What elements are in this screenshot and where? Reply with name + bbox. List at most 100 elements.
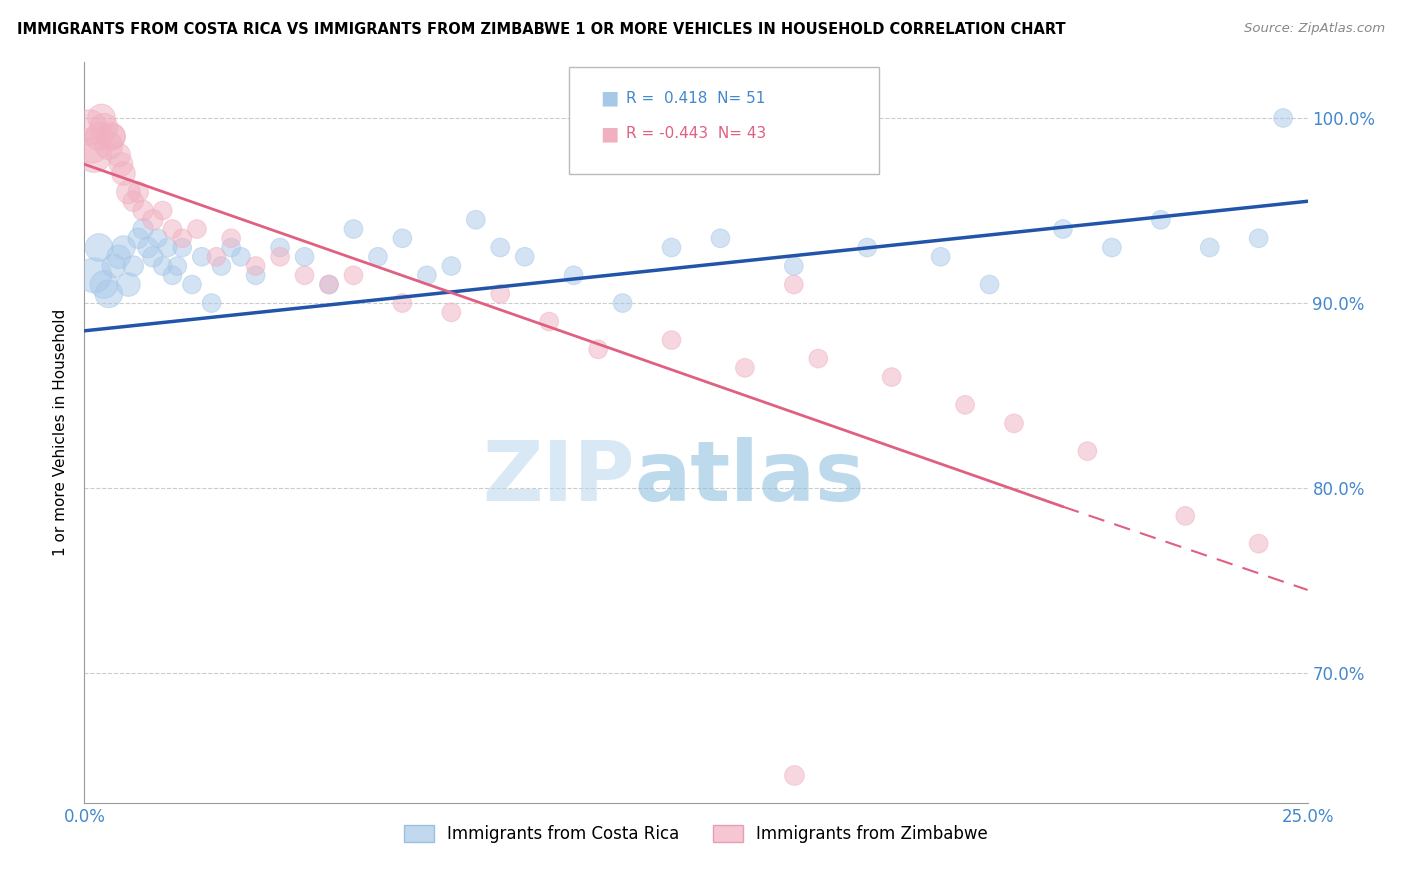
Legend: Immigrants from Costa Rica, Immigrants from Zimbabwe: Immigrants from Costa Rica, Immigrants f… <box>398 819 994 850</box>
Point <box>181 277 204 292</box>
Point <box>142 212 165 227</box>
Point <box>112 240 135 254</box>
Point <box>1002 417 1025 431</box>
Point <box>856 240 879 254</box>
Text: ■: ■ <box>600 88 619 108</box>
Text: R =  0.418  N= 51: R = 0.418 N= 51 <box>626 91 765 105</box>
Point <box>489 286 512 301</box>
Point <box>953 398 976 412</box>
Point <box>83 268 105 283</box>
Point <box>1247 231 1270 245</box>
Point <box>93 277 115 292</box>
Point <box>162 268 184 283</box>
Point <box>186 222 208 236</box>
Point <box>205 250 228 264</box>
Point <box>103 259 125 273</box>
Text: IMMIGRANTS FROM COSTA RICA VS IMMIGRANTS FROM ZIMBABWE 1 OR MORE VEHICLES IN HOU: IMMIGRANTS FROM COSTA RICA VS IMMIGRANTS… <box>17 22 1066 37</box>
Point <box>90 111 112 125</box>
Point <box>107 148 129 162</box>
Text: ZIP: ZIP <box>482 436 636 517</box>
Point <box>294 268 316 283</box>
Point <box>156 240 179 254</box>
Text: ■: ■ <box>600 124 619 144</box>
Point <box>127 231 149 245</box>
Point <box>342 268 364 283</box>
Point <box>132 203 155 218</box>
Point <box>245 268 267 283</box>
Point <box>245 259 267 273</box>
Point <box>367 250 389 264</box>
Point <box>162 222 184 236</box>
Y-axis label: 1 or more Vehicles in Household: 1 or more Vehicles in Household <box>53 309 69 557</box>
Point <box>1052 222 1074 236</box>
Point <box>200 296 222 310</box>
Point <box>152 259 174 273</box>
Point <box>783 277 806 292</box>
Point <box>110 157 132 171</box>
Point <box>269 250 291 264</box>
Point <box>391 296 413 310</box>
Point <box>152 203 174 218</box>
Point <box>209 259 232 273</box>
Point <box>586 343 609 357</box>
Point <box>122 259 145 273</box>
Point <box>87 240 110 254</box>
Point <box>783 768 806 782</box>
Point <box>734 360 756 375</box>
Point <box>112 166 135 180</box>
Point <box>1150 212 1173 227</box>
Point <box>464 212 486 227</box>
Point <box>929 250 952 264</box>
Point <box>166 259 188 273</box>
Point <box>1272 111 1295 125</box>
Point <box>294 250 316 264</box>
Point <box>807 351 830 366</box>
Point <box>880 370 903 384</box>
Point <box>80 138 103 153</box>
Point <box>146 231 169 245</box>
Point <box>661 240 683 254</box>
Point <box>562 268 585 283</box>
Point <box>391 231 413 245</box>
Point <box>100 129 122 144</box>
Text: Source: ZipAtlas.com: Source: ZipAtlas.com <box>1244 22 1385 36</box>
Point <box>318 277 340 292</box>
Point <box>783 259 806 273</box>
Point <box>97 138 120 153</box>
Point <box>122 194 145 209</box>
Point <box>172 231 194 245</box>
Point <box>1247 536 1270 550</box>
Point <box>103 129 125 144</box>
Point <box>117 277 139 292</box>
Text: atlas: atlas <box>636 436 866 517</box>
Point <box>538 314 561 328</box>
Point <box>1101 240 1123 254</box>
Point <box>269 240 291 254</box>
Point <box>416 268 439 283</box>
Point <box>93 120 115 135</box>
Point <box>229 250 252 264</box>
Point <box>979 277 1001 292</box>
Point <box>342 222 364 236</box>
Point <box>97 286 120 301</box>
Point <box>83 148 105 162</box>
Point <box>191 250 214 264</box>
Point <box>1174 508 1197 523</box>
Point <box>1076 444 1098 458</box>
Point <box>172 240 194 254</box>
Point <box>318 277 340 292</box>
Point <box>513 250 536 264</box>
Point <box>709 231 731 245</box>
Point <box>136 240 159 254</box>
Point <box>132 222 155 236</box>
Point <box>142 250 165 264</box>
Point <box>489 240 512 254</box>
Point <box>87 129 110 144</box>
Point <box>219 240 242 254</box>
Point <box>117 185 139 199</box>
Point <box>661 333 683 347</box>
Point <box>127 185 149 199</box>
Point <box>612 296 634 310</box>
Text: R = -0.443  N= 43: R = -0.443 N= 43 <box>626 127 766 141</box>
Point <box>440 305 463 319</box>
